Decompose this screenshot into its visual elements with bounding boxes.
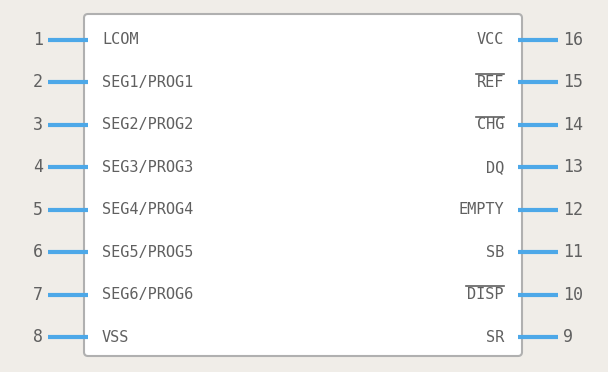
Text: 8: 8	[33, 328, 43, 346]
Text: SEG2/PROG2: SEG2/PROG2	[102, 117, 193, 132]
Text: 6: 6	[33, 243, 43, 261]
Text: SEG3/PROG3: SEG3/PROG3	[102, 160, 193, 175]
Text: 9: 9	[563, 328, 573, 346]
Text: 13: 13	[563, 158, 583, 176]
Text: CHG: CHG	[477, 117, 504, 132]
Text: 11: 11	[563, 243, 583, 261]
Text: 10: 10	[563, 286, 583, 304]
Text: DISP: DISP	[468, 287, 504, 302]
Text: LCOM: LCOM	[102, 32, 139, 48]
Text: REF: REF	[477, 75, 504, 90]
Text: SR: SR	[486, 330, 504, 344]
Text: 12: 12	[563, 201, 583, 219]
Text: 5: 5	[33, 201, 43, 219]
Text: SEG6/PROG6: SEG6/PROG6	[102, 287, 193, 302]
Text: VSS: VSS	[102, 330, 130, 344]
Text: 3: 3	[33, 116, 43, 134]
Text: SEG5/PROG5: SEG5/PROG5	[102, 245, 193, 260]
Text: SB: SB	[486, 245, 504, 260]
FancyBboxPatch shape	[84, 14, 522, 356]
Text: DQ: DQ	[486, 160, 504, 175]
Text: 7: 7	[33, 286, 43, 304]
Text: VCC: VCC	[477, 32, 504, 48]
Text: 2: 2	[33, 73, 43, 92]
Text: 1: 1	[33, 31, 43, 49]
Text: SEG1/PROG1: SEG1/PROG1	[102, 75, 193, 90]
Text: SEG4/PROG4: SEG4/PROG4	[102, 202, 193, 217]
Text: 16: 16	[563, 31, 583, 49]
Text: 14: 14	[563, 116, 583, 134]
Text: 4: 4	[33, 158, 43, 176]
Text: EMPTY: EMPTY	[458, 202, 504, 217]
Text: 15: 15	[563, 73, 583, 92]
